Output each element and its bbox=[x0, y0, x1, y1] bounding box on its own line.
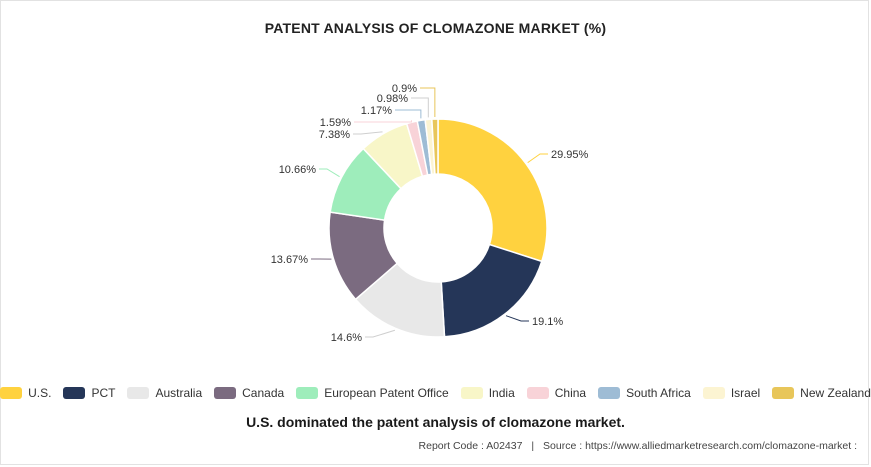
data-label: 19.1% bbox=[532, 316, 563, 328]
legend-label: Australia bbox=[155, 386, 203, 400]
leader-line bbox=[420, 87, 436, 118]
data-label: 13.67% bbox=[271, 254, 309, 266]
legend-item[interactable]: Canada bbox=[214, 386, 284, 400]
legend-item[interactable]: European Patent Office bbox=[296, 386, 449, 400]
data-label: 7.38% bbox=[319, 129, 350, 141]
legend-label: South Africa bbox=[626, 386, 691, 400]
leader-line bbox=[505, 315, 529, 322]
leader-line bbox=[354, 120, 412, 123]
report-code: Report Code : A02437 bbox=[418, 440, 523, 452]
legend-item[interactable]: India bbox=[460, 386, 515, 400]
legend-label: U.S. bbox=[28, 386, 52, 400]
legend-item[interactable]: Israel bbox=[702, 386, 761, 400]
data-label: 14.6% bbox=[331, 332, 362, 344]
legend-swatch bbox=[214, 387, 237, 399]
data-label: 0.9% bbox=[392, 83, 417, 95]
data-label: 0.98% bbox=[377, 93, 408, 105]
data-label: 29.95% bbox=[551, 149, 589, 161]
legend-label: China bbox=[554, 386, 587, 400]
legend-swatch bbox=[526, 387, 549, 399]
legend-swatch bbox=[296, 387, 319, 399]
slice-u-s- bbox=[437, 118, 548, 263]
legend-swatch bbox=[0, 387, 23, 399]
legend-swatch bbox=[127, 387, 150, 399]
legend-label: Israel bbox=[730, 386, 761, 400]
leader-line bbox=[365, 329, 396, 338]
data-label: 1.17% bbox=[361, 105, 392, 117]
footer-separator: | bbox=[531, 440, 535, 452]
legend-label: Canada bbox=[242, 386, 285, 400]
legend-swatch bbox=[702, 387, 725, 399]
source-footer: Report Code : A02437 | Source : https://… bbox=[419, 440, 857, 452]
chart-legend: U.S. PCT Australia Canada European Patent Of… bbox=[0, 386, 871, 400]
leader-line bbox=[395, 109, 422, 119]
data-label: 1.59% bbox=[320, 117, 351, 129]
legend-item[interactable]: PCT bbox=[63, 386, 115, 400]
slice-new-zealand bbox=[431, 118, 439, 175]
legend-swatch bbox=[598, 387, 621, 399]
data-label: 10.66% bbox=[279, 164, 317, 176]
legend-item[interactable]: Australia bbox=[127, 386, 202, 400]
slice-pct bbox=[440, 243, 543, 338]
chart-title: PATENT ANALYSIS OF CLOMAZONE MARKET (%) bbox=[264, 20, 607, 36]
leader-line bbox=[353, 131, 383, 135]
legend-item[interactable]: New Zealand bbox=[772, 386, 871, 400]
legend-item[interactable]: South Africa bbox=[598, 386, 691, 400]
legend-label: European Patent Office bbox=[324, 386, 449, 400]
leader-line bbox=[527, 153, 548, 164]
legend-swatch bbox=[63, 387, 86, 399]
legend-swatch bbox=[772, 387, 795, 399]
chart-caption: U.S. dominated the patent analysis of cl… bbox=[246, 414, 625, 430]
leader-line bbox=[319, 168, 340, 178]
legend-label: New Zealand bbox=[800, 386, 871, 400]
leader-line bbox=[411, 97, 429, 118]
donut-chart: 29.95% 19.1% 14.6% 13.67% 10.66% 7.38%1.59% 1.… bbox=[271, 83, 589, 344]
legend-swatch bbox=[460, 387, 483, 399]
legend-item[interactable]: China bbox=[526, 386, 587, 400]
source-link: Source : https://www.alliedmarketresearc… bbox=[543, 440, 857, 452]
legend-label: India bbox=[488, 386, 515, 400]
legend-item[interactable]: U.S. bbox=[0, 386, 51, 400]
legend-label: PCT bbox=[91, 386, 116, 400]
